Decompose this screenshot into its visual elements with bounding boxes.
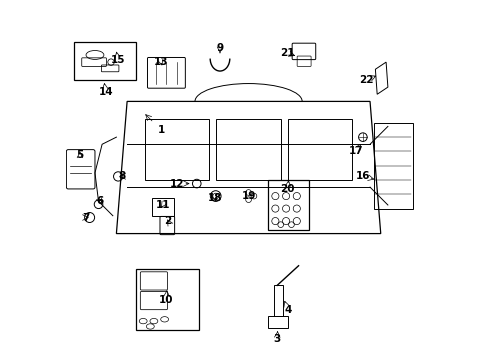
Text: 16: 16 [356,171,370,181]
Text: 9: 9 [217,43,223,53]
Text: 14: 14 [98,87,113,98]
Bar [268,180,309,230]
Text: 21: 21 [281,48,295,58]
Text: 2: 2 [165,216,172,226]
Bar [74,42,136,80]
Bar [217,119,281,180]
Text: 10: 10 [159,295,173,305]
Text: 18: 18 [207,193,222,203]
Bar [152,198,173,216]
Bar [145,119,209,180]
Text: 8: 8 [118,171,125,181]
Text: 20: 20 [281,184,295,194]
Text: 3: 3 [273,334,281,344]
Text: 15: 15 [111,55,125,65]
Text: 11: 11 [156,200,170,210]
Text: 5: 5 [76,150,84,160]
Bar [136,269,198,330]
Bar [288,119,352,180]
Text: 7: 7 [82,212,90,222]
Bar [268,316,288,328]
Text: 6: 6 [97,197,104,206]
Bar [273,285,283,316]
Text: 1: 1 [157,125,165,135]
Text: 17: 17 [348,147,363,157]
Text: 4: 4 [284,305,292,315]
Text: 12: 12 [170,179,184,189]
Text: 13: 13 [154,57,168,67]
Text: 22: 22 [359,75,374,85]
Text: 19: 19 [242,191,256,201]
